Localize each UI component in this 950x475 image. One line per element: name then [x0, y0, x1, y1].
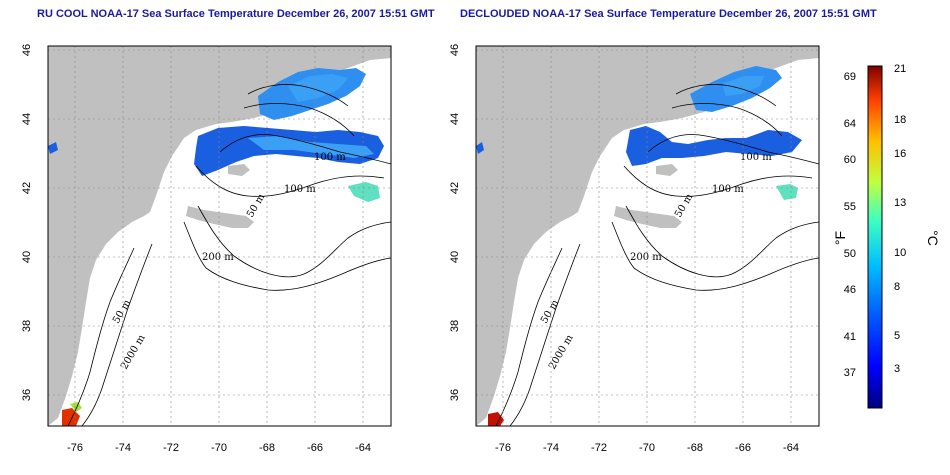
lon-tick-label: -72 [163, 442, 179, 454]
isobath-label: 100 m [284, 184, 316, 195]
lat-tick-label: 40 [21, 251, 33, 263]
right-lon-ticks: -76 -74 -72 -70 -68 -66 -64 [495, 442, 799, 454]
lat-tick-label: 38 [21, 320, 33, 332]
isobath-label: 100 m [712, 184, 744, 195]
fahrenheit-ticks: 69 64 60 55 50 46 41 37 [844, 71, 856, 379]
lon-tick-label: -72 [591, 442, 607, 454]
left-map-frame [47, 45, 392, 427]
lon-tick-label: -64 [355, 442, 371, 454]
isobath-label: 100 m [314, 152, 346, 163]
lon-tick-label: -74 [115, 442, 131, 454]
celsius-tick: 21 [894, 63, 906, 75]
celsius-tick: 3 [894, 363, 900, 375]
lat-tick-label: 44 [449, 113, 461, 125]
colorbar: 69 64 60 55 50 46 41 37 21 18 16 13 10 8… [832, 63, 941, 409]
left-panel-title: RU COOL NOAA-17 Sea Surface Temperature … [37, 8, 435, 20]
lat-tick-label: 42 [21, 182, 33, 194]
celsius-tick: 18 [894, 114, 906, 126]
celsius-tick: 13 [894, 197, 906, 209]
lon-tick-label: -66 [735, 442, 751, 454]
isobath-label: 100 m [740, 152, 772, 163]
right-grid [476, 46, 819, 426]
lat-tick-label: 42 [449, 182, 461, 194]
fahrenheit-tick: 46 [844, 284, 856, 296]
celsius-tick: 10 [894, 247, 906, 259]
right-lat-ticks: 46 44 42 40 38 36 [449, 44, 461, 401]
lon-tick-label: -68 [259, 442, 275, 454]
left-map: 100 m 100 m 50 m 200 m 50 m 2000 m [47, 45, 392, 427]
left-grid [48, 46, 391, 426]
right-panel-title: DECLOUDED NOAA-17 Sea Surface Temperatur… [460, 8, 877, 20]
fahrenheit-tick: 41 [844, 331, 856, 343]
celsius-tick: 8 [894, 281, 900, 293]
celsius-unit-label: °C [925, 230, 941, 246]
fahrenheit-tick: 64 [844, 118, 856, 130]
fahrenheit-tick: 50 [844, 248, 856, 260]
lon-tick-label: -70 [211, 442, 227, 454]
fahrenheit-tick: 37 [844, 367, 856, 379]
colorbar-gradient [867, 65, 883, 409]
lat-tick-label: 46 [21, 44, 33, 56]
celsius-tick: 16 [894, 148, 906, 160]
lat-tick-label: 44 [21, 113, 33, 125]
fahrenheit-tick: 55 [844, 201, 856, 213]
isobath-label: 200 m [202, 252, 234, 263]
right-map-frame [475, 45, 820, 427]
left-lat-ticks: 46 44 42 40 38 36 [21, 44, 33, 401]
fahrenheit-tick: 60 [844, 154, 856, 166]
lat-tick-label: 36 [21, 389, 33, 401]
lon-tick-label: -66 [307, 442, 323, 454]
celsius-tick: 5 [894, 330, 900, 342]
lon-tick-label: -76 [67, 442, 83, 454]
lon-tick-label: -68 [687, 442, 703, 454]
lat-tick-label: 46 [449, 44, 461, 56]
fahrenheit-tick: 69 [844, 71, 856, 83]
lon-tick-label: -70 [639, 442, 655, 454]
fahrenheit-unit-label: °F [832, 231, 848, 245]
lon-tick-label: -76 [495, 442, 511, 454]
lat-tick-label: 40 [449, 251, 461, 263]
isobath-label: 200 m [630, 252, 662, 263]
lon-tick-label: -74 [543, 442, 559, 454]
lat-tick-label: 38 [449, 320, 461, 332]
lat-tick-label: 36 [449, 389, 461, 401]
lon-tick-label: -64 [783, 442, 799, 454]
celsius-ticks: 21 18 16 13 10 8 5 3 [894, 63, 906, 375]
left-lon-ticks: -76 -74 -72 -70 -68 -66 -64 [67, 442, 371, 454]
right-sst-patches [476, 66, 802, 426]
right-map: 100 m 100 m 50 m 200 m 50 m 2000 m [475, 45, 820, 427]
